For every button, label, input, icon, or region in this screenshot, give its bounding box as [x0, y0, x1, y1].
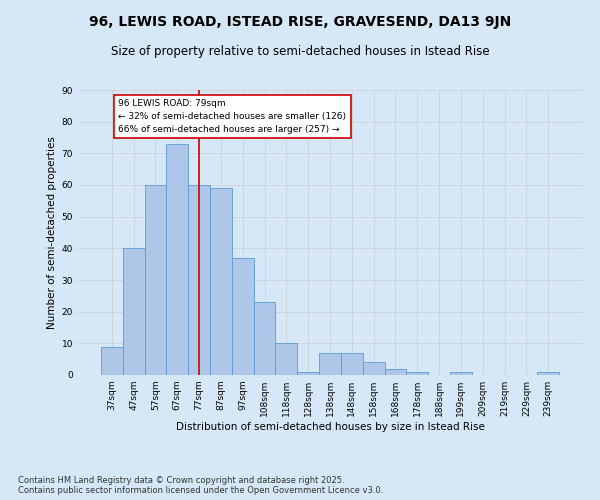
- Bar: [406, 372, 428, 375]
- Bar: [363, 362, 385, 375]
- Bar: [275, 344, 297, 375]
- Bar: [232, 258, 254, 375]
- X-axis label: Distribution of semi-detached houses by size in Istead Rise: Distribution of semi-detached houses by …: [176, 422, 484, 432]
- Bar: [385, 368, 406, 375]
- Bar: [101, 346, 123, 375]
- Bar: [254, 302, 275, 375]
- Bar: [537, 372, 559, 375]
- Bar: [450, 372, 472, 375]
- Y-axis label: Number of semi-detached properties: Number of semi-detached properties: [47, 136, 58, 329]
- Bar: [319, 353, 341, 375]
- Bar: [145, 185, 166, 375]
- Text: Contains HM Land Registry data © Crown copyright and database right 2025.
Contai: Contains HM Land Registry data © Crown c…: [18, 476, 383, 495]
- Text: Size of property relative to semi-detached houses in Istead Rise: Size of property relative to semi-detach…: [110, 45, 490, 58]
- Bar: [297, 372, 319, 375]
- Text: 96 LEWIS ROAD: 79sqm
← 32% of semi-detached houses are smaller (126)
66% of semi: 96 LEWIS ROAD: 79sqm ← 32% of semi-detac…: [118, 100, 346, 134]
- Text: 96, LEWIS ROAD, ISTEAD RISE, GRAVESEND, DA13 9JN: 96, LEWIS ROAD, ISTEAD RISE, GRAVESEND, …: [89, 15, 511, 29]
- Bar: [188, 185, 210, 375]
- Bar: [123, 248, 145, 375]
- Bar: [210, 188, 232, 375]
- Bar: [166, 144, 188, 375]
- Bar: [341, 353, 363, 375]
